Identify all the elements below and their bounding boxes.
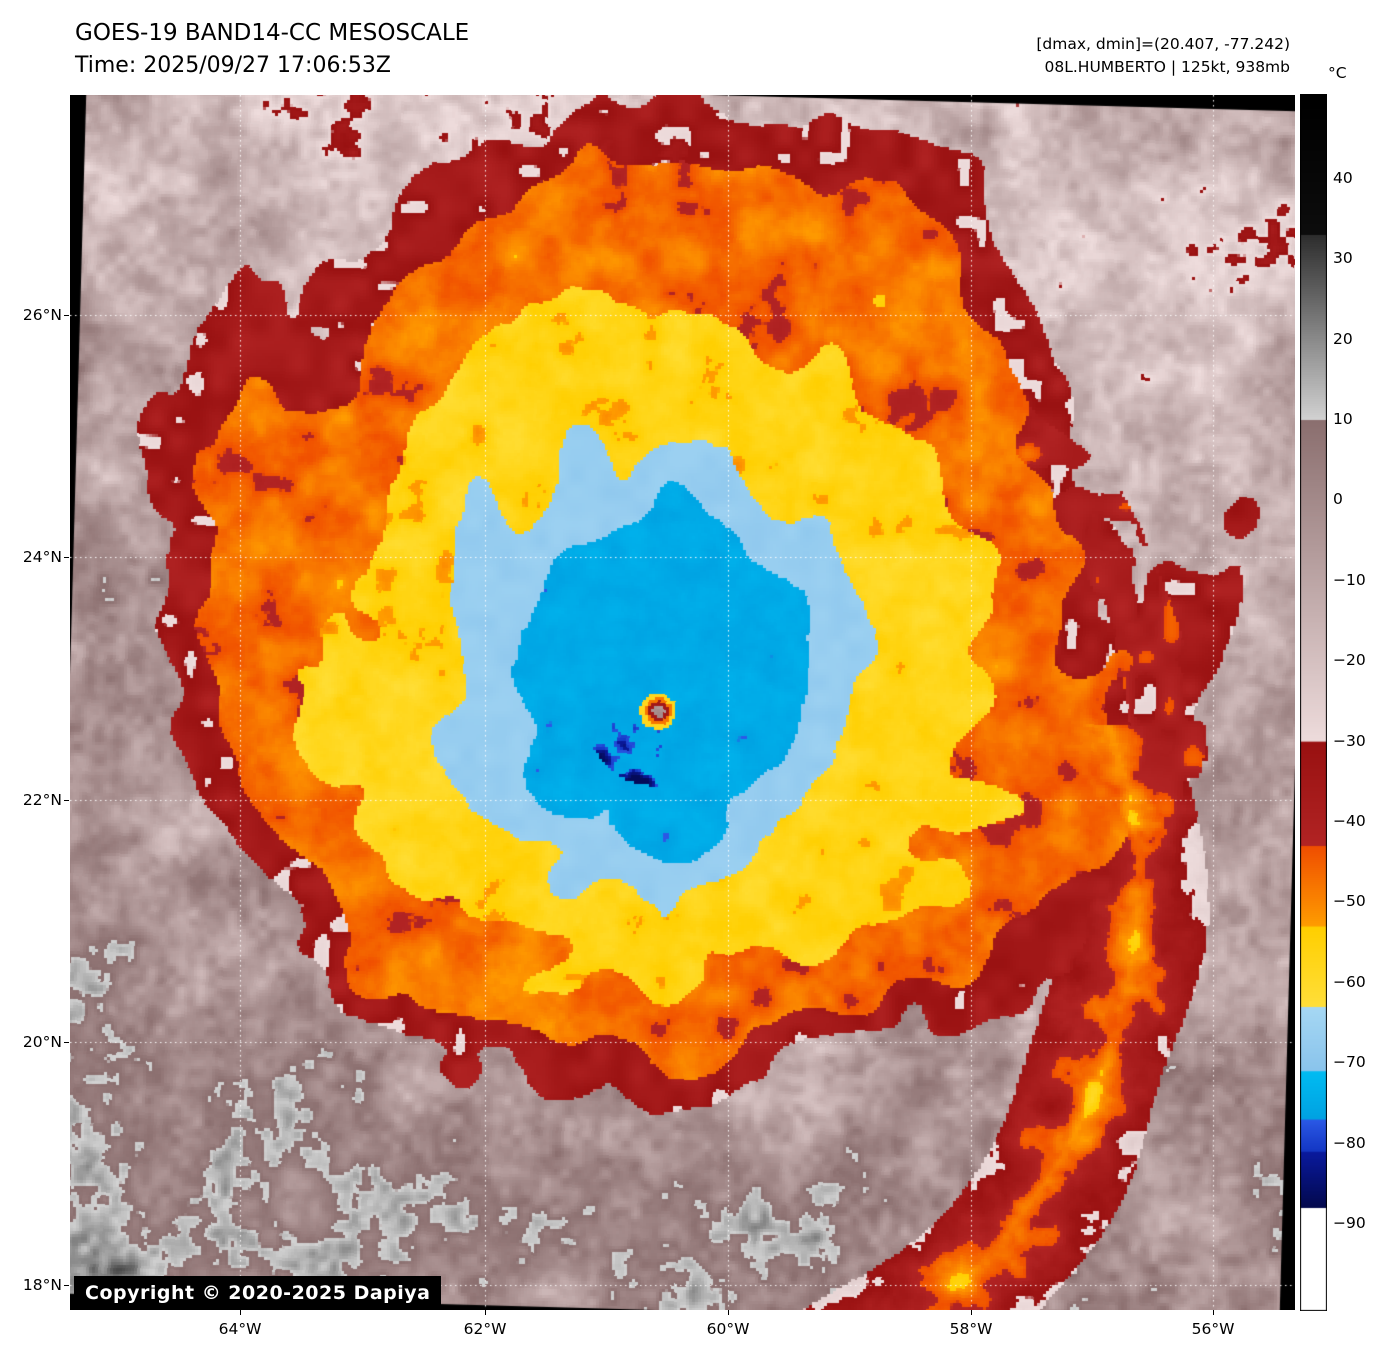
colorbar-tick-label: −80 <box>1333 1134 1366 1152</box>
colorbar-tick-label: 40 <box>1333 169 1353 187</box>
lon-label: 60°W <box>706 1320 750 1338</box>
lat-label: 20°N <box>22 1033 62 1051</box>
lat-label: 22°N <box>22 791 62 809</box>
colorbar-tick-label: 10 <box>1333 410 1353 428</box>
colorbar-tick-label: 20 <box>1333 330 1353 348</box>
colorbar-tick-label: −90 <box>1333 1214 1366 1232</box>
lat-label: 24°N <box>22 548 62 566</box>
satellite-image-canvas <box>70 95 1295 1310</box>
copyright-label: Copyright © 2020-2025 Dapiya <box>74 1276 442 1310</box>
colorbar-tick-label: −10 <box>1333 571 1366 589</box>
dmax-dmin-label: [dmax, dmin]=(20.407, -77.242) <box>1036 35 1290 53</box>
colorbar-tick-label: −50 <box>1333 892 1366 910</box>
colorbar-tick-label: −40 <box>1333 812 1366 830</box>
storm-info-label: 08L.HUMBERTO | 125kt, 938mb <box>1044 58 1291 76</box>
colorbar-tick-label: −60 <box>1333 973 1366 991</box>
lat-label: 18°N <box>22 1276 62 1294</box>
colorbar-tick-label: −20 <box>1333 651 1366 669</box>
lon-label: 62°W <box>463 1320 507 1338</box>
axis-tick <box>64 557 69 558</box>
figure-title: GOES-19 BAND14-CC MESOSCALE <box>75 20 470 46</box>
colorbar-unit-label: °C <box>1328 64 1347 82</box>
colorbar-tick-label: −30 <box>1333 732 1366 750</box>
axis-tick <box>64 800 69 801</box>
axis-tick <box>728 1310 729 1315</box>
colorbar-tick-label: −70 <box>1333 1053 1366 1071</box>
colorbar-tick-label: 30 <box>1333 249 1353 267</box>
figure-annotations: [dmax, dmin]=(20.407, -77.242) 08L.HUMBE… <box>1036 33 1290 79</box>
lon-label: 58°W <box>949 1320 993 1338</box>
colorbar <box>1300 94 1327 1311</box>
axis-tick <box>240 1310 241 1315</box>
axis-tick <box>1213 1310 1214 1315</box>
axis-tick <box>971 1310 972 1315</box>
lon-label: 56°W <box>1191 1320 1235 1338</box>
lon-label: 64°W <box>218 1320 262 1338</box>
lat-label: 26°N <box>22 306 62 324</box>
axis-tick <box>64 1042 69 1043</box>
axis-tick <box>485 1310 486 1315</box>
axis-tick <box>64 315 69 316</box>
figure-time-label: Time: 2025/09/27 17:06:53Z <box>75 53 391 78</box>
axis-tick <box>64 1285 69 1286</box>
colorbar-tick-label: 0 <box>1333 490 1343 508</box>
